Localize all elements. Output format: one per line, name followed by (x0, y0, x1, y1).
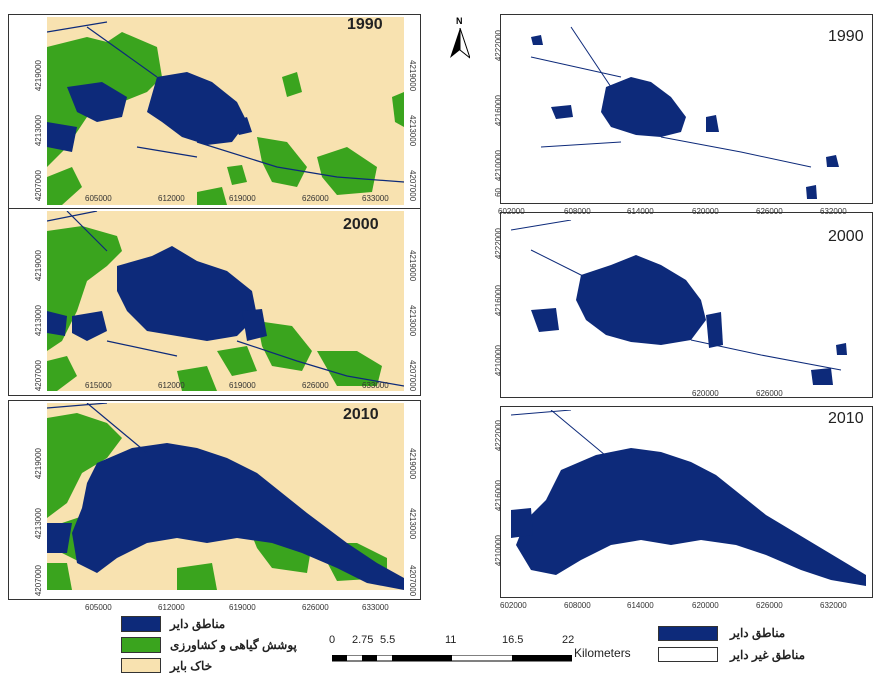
left-1990-ytick-3: 4207000 (34, 170, 43, 202)
left-2010-xtick-4: 626000 (302, 603, 329, 612)
left-2000-ytick-3: 4207000 (34, 360, 43, 392)
right-2000-ytick-1: 4222000 (494, 228, 503, 260)
north-arrow-icon (450, 28, 470, 59)
left-2010-ytick-1: 4219000 (34, 448, 43, 480)
scale-tick-5: 22 (562, 634, 575, 646)
right-2010-xtick-2: 608000 (564, 601, 591, 610)
left-2000-xtick-3: 619000 (229, 381, 256, 390)
right-2010-ytick-3: 4210000 (494, 535, 503, 567)
right-year-1990: 1990 (828, 28, 864, 45)
right-map-2000 (511, 220, 871, 388)
left-1990-ytick-r-3: 4207000 (408, 170, 417, 202)
left-1990-ytick-r-1: 4219000 (408, 60, 417, 92)
right-2000-ytick-3: 4210000 (494, 345, 503, 377)
right-2000-xtick-top-1: 602000 (498, 207, 525, 216)
left-map-2010 (47, 403, 404, 590)
left-2010-xtick-1: 605000 (85, 603, 112, 612)
legend-left-built-swatch (121, 616, 161, 632)
right-2000-xtick-top-2: 608000 (564, 207, 591, 216)
left-map-1990-svg (47, 17, 404, 205)
left-2000-xtick-1: 615000 (85, 381, 112, 390)
right-2000-xtick-bot-2: 626000 (756, 389, 783, 398)
right-1990-ytick-2: 4216000 (494, 95, 503, 127)
right-1990-ytick-4: 60 (494, 188, 503, 197)
scale-tick-2: 5.5 (380, 634, 396, 646)
legend-left-vegetation-swatch (121, 637, 161, 653)
legend-right-built-swatch (658, 626, 718, 641)
left-2000-ytick-r-1: 4219000 (408, 250, 417, 282)
right-1990-ytick-1: 4222000 (494, 30, 503, 62)
left-map-1990 (47, 17, 404, 205)
legend-left-vegetation-label: پوشش گیاهی و کشاورزی (170, 638, 297, 652)
right-2010-xtick-6: 632000 (820, 601, 847, 610)
legend-right-built-label: مناطق دایر (730, 626, 786, 640)
left-2010-ytick-r-3: 4207000 (408, 565, 417, 597)
right-2000-xtick-top-3: 614000 (627, 207, 654, 216)
left-1990-xtick-5: 633000 (362, 194, 389, 203)
right-year-2010: 2010 (828, 410, 864, 427)
right-2010-xtick-3: 614000 (627, 601, 654, 610)
left-2000-xtick-2: 612000 (158, 381, 185, 390)
right-2010-ytick-1: 4222000 (494, 420, 503, 452)
left-year-1990: 1990 (347, 16, 383, 33)
left-2010-ytick-r-2: 4213000 (408, 508, 417, 540)
right-2010-xtick-5: 626000 (756, 601, 783, 610)
left-2000-ytick-r-2: 4213000 (408, 305, 417, 337)
right-2000-xtick-bot-1: 620000 (692, 389, 719, 398)
left-map-2010-svg (47, 403, 404, 590)
right-1990-ytick-3: 4210000 (494, 150, 503, 182)
left-year-2000: 2000 (343, 216, 379, 233)
left-2000-ytick-1: 4219000 (34, 250, 43, 282)
north-arrow: N (450, 16, 470, 60)
legend-left-built-label: مناطق دایر (170, 617, 226, 631)
north-label: N (456, 16, 463, 26)
left-1990-xtick-4: 626000 (302, 194, 329, 203)
scale-unit: Kilometers (574, 646, 631, 660)
left-1990-ytick-r-2: 4213000 (408, 115, 417, 147)
right-2010-xtick-1: 602000 (500, 601, 527, 610)
scale-tick-4: 16.5 (502, 634, 524, 646)
scale-tick-0: 0 (329, 634, 336, 646)
scale-tick-3: 11 (445, 634, 457, 646)
scalebar (331, 650, 573, 662)
left-map-2000 (47, 211, 404, 391)
right-map-2010 (511, 410, 871, 586)
left-2010-ytick-3: 4207000 (34, 565, 43, 597)
left-year-2010: 2010 (343, 406, 379, 423)
left-1990-xtick-1: 605000 (85, 194, 112, 203)
right-map-2000-svg (511, 220, 871, 388)
scalebar-graphic (331, 654, 573, 662)
left-2010-ytick-2: 4213000 (34, 508, 43, 540)
right-map-1990-svg (511, 17, 871, 201)
left-1990-ytick-2: 4213000 (34, 115, 43, 147)
left-2010-xtick-5: 633000 (362, 603, 389, 612)
left-map-2000-svg (47, 211, 404, 391)
right-2000-ytick-2: 4216000 (494, 285, 503, 317)
right-2010-xtick-4: 620000 (692, 601, 719, 610)
left-2010-ytick-r-1: 4219000 (408, 448, 417, 480)
right-2010-ytick-2: 4216000 (494, 480, 503, 512)
legend-right-nonbuilt-swatch (658, 647, 718, 662)
right-year-2000: 2000 (828, 228, 864, 245)
left-2010-xtick-2: 612000 (158, 603, 185, 612)
legend-right-nonbuilt-label: مناطق غیر دایر (730, 648, 806, 662)
left-1990-xtick-3: 619000 (229, 194, 256, 203)
left-2000-xtick-4: 626000 (302, 381, 329, 390)
right-map-2010-svg (511, 410, 871, 586)
right-map-1990 (511, 17, 871, 201)
left-2000-xtick-5: 633000 (362, 381, 389, 390)
left-2000-ytick-r-3: 4207000 (408, 360, 417, 392)
legend-left-bare-label: خاک بایر (170, 659, 213, 673)
scale-tick-1: 2.75 (352, 634, 374, 646)
left-2000-ytick-2: 4213000 (34, 305, 43, 337)
right-2000-xtick-top-5: 626000 (756, 207, 783, 216)
left-1990-xtick-2: 612000 (158, 194, 185, 203)
left-1990-ytick-1: 4219000 (34, 60, 43, 92)
legend-left-bare-swatch (121, 658, 161, 673)
right-2000-xtick-top-6: 632000 (820, 207, 847, 216)
left-2010-xtick-3: 619000 (229, 603, 256, 612)
right-2000-xtick-top-4: 620000 (692, 207, 719, 216)
